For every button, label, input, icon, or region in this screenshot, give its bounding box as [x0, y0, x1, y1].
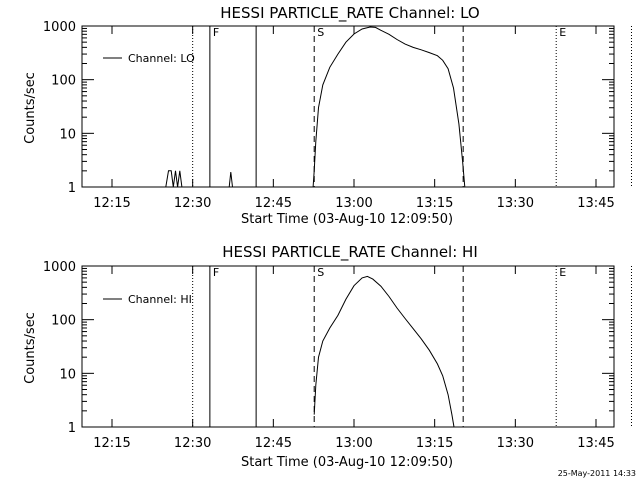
- y-tick-label: 1000: [43, 20, 76, 35]
- y-axis-label: Counts/sec: [23, 72, 38, 144]
- x-tick-label: 13:15: [416, 196, 453, 211]
- legend-label: Channel: LO: [128, 52, 195, 65]
- timestamp: 25-May-2011 14:33: [558, 469, 636, 478]
- x-tick-label: 13:45: [577, 436, 614, 451]
- series-line: [312, 26, 466, 188]
- y-tick-label: 100: [51, 74, 76, 89]
- marker-label: E: [559, 266, 566, 279]
- series-line: [228, 171, 233, 188]
- x-tick-label: 12:30: [174, 436, 211, 451]
- chart-title: HESSI PARTICLE_RATE Channel: LO: [220, 4, 479, 23]
- y-axis-label: Counts/sec: [23, 312, 38, 384]
- marker-label: F: [213, 26, 219, 39]
- x-tick-label: 12:15: [93, 196, 130, 211]
- x-tick-label: 12:45: [255, 436, 292, 451]
- y-tick-label: 10: [59, 127, 76, 142]
- series-line: [313, 275, 455, 428]
- y-tick-label: 100: [51, 314, 76, 329]
- x-tick-label: 13:15: [416, 436, 453, 451]
- x-tick-label: 13:00: [335, 436, 372, 451]
- y-tick-label: 1000: [43, 260, 76, 275]
- legend-label: Channel: HI: [128, 293, 192, 306]
- x-tick-label: 12:30: [174, 196, 211, 211]
- marker-label: F: [213, 266, 219, 279]
- panel-hi: HESSI PARTICLE_RATE Channel: HI Counts/s…: [23, 243, 632, 470]
- x-tick-label: 12:45: [255, 196, 292, 211]
- series-line: [165, 170, 183, 188]
- x-tick-label: 12:15: [93, 436, 130, 451]
- marker-label: S: [317, 266, 324, 279]
- x-tick-label: 13:30: [497, 196, 534, 211]
- x-axis-label: Start Time (03-Aug-10 12:09:50): [241, 212, 453, 227]
- marker-label: E: [559, 26, 566, 39]
- panel-lo: HESSI PARTICLE_RATE Channel: LO Counts/s…: [23, 4, 632, 227]
- plot-frame: [81, 265, 615, 428]
- marker-label: S: [317, 26, 324, 39]
- x-tick-label: 13:30: [497, 436, 534, 451]
- x-tick-label: 13:00: [335, 196, 372, 211]
- y-tick-label: 1: [68, 421, 76, 436]
- y-tick-label: 1: [68, 181, 76, 196]
- x-axis-label: Start Time (03-Aug-10 12:09:50): [241, 455, 453, 470]
- x-tick-label: 13:45: [577, 196, 614, 211]
- chart-title: HESSI PARTICLE_RATE Channel: HI: [222, 243, 478, 262]
- y-tick-label: 10: [59, 367, 76, 382]
- plot-frame: [81, 25, 615, 188]
